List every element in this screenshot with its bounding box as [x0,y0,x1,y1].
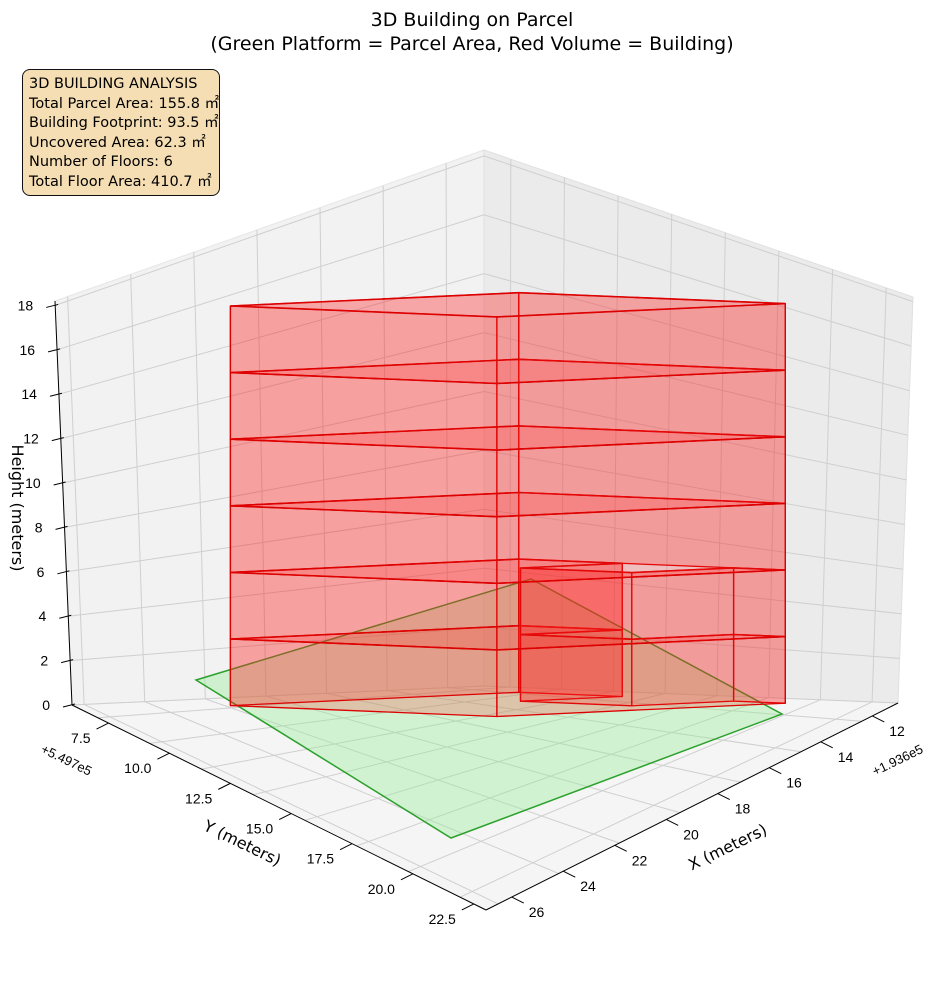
z-tick-label: 10 [25,475,41,491]
z-tick [55,525,68,530]
x-tick-label: 20 [683,826,699,842]
x-gridline [408,269,834,873]
y-tick-label: 15.0 [246,821,273,837]
x-tick-label: 18 [735,801,751,817]
z-tick [62,703,76,708]
z-tick-label: 16 [19,342,35,358]
y-gridline [130,274,559,874]
z-tick-label: 4 [38,608,46,624]
z-tick [46,303,59,308]
x-gridline [459,287,887,898]
y-gridline [319,207,741,783]
y-tick [461,903,475,911]
x-tick-label: 26 [529,904,545,920]
info-building-footprint: Building Footprint: 93.5 ㎡ [29,115,219,131]
z-tick-label: 8 [35,519,43,535]
z-tick [51,437,64,442]
info-uncovered-area: Uncovered Area: 62.3 ㎡ [29,134,206,151]
z-tick-label: 0 [42,697,50,713]
z-tick-label: 12 [23,431,39,447]
y-tick [400,873,414,881]
x-tick [563,870,576,878]
y-tick-label: 10.0 [124,760,151,776]
z-gridline [71,685,899,706]
z-gridline [55,155,913,306]
info-header: 3D BUILDING ANALYSIS [29,76,198,92]
y-gridline [256,229,681,814]
y-offset-label: +5.497e5 [39,741,95,778]
x-tick-label: 12 [889,723,905,739]
building-layer [229,291,786,718]
z-gridline [68,567,902,617]
x-tick-label: 24 [580,878,596,894]
z-tick-label: 2 [40,653,48,669]
y-gridline [67,296,499,905]
x-tick-label: 22 [632,852,648,868]
x-tick [872,715,885,723]
z-tick [53,481,66,486]
z-tick [59,614,72,619]
info-parcel-area: Total Parcel Area: 155.8 ㎡ [29,95,220,112]
y-tick-label: 12.5 [185,790,212,806]
z-tick-label: 18 [18,297,34,313]
x-gridline [149,177,565,744]
z-gridline [64,449,905,528]
z-tick-label: 6 [37,564,45,580]
chart-subtitle: (Green Platform = Parcel Area, Red Volum… [210,33,733,55]
gridlines [55,155,913,905]
y-tick-label: 7.5 [71,730,91,746]
z-gridline [66,508,903,573]
z-axis-label: Height (meters) [8,445,27,572]
x-axis-line [485,702,899,911]
y-tick-label: 22.5 [429,911,456,927]
chart-title: 3D Building on Parcel [371,9,574,31]
y-tick-label: 17.5 [307,851,334,867]
x-tick [511,896,524,904]
x-gridline [252,214,673,796]
z-tick [57,570,70,575]
axes: 0246810121416187.510.012.515.017.520.022… [18,297,905,927]
x-tick-label: 16 [786,775,802,791]
y-tick [218,782,231,790]
x-gridline [97,159,512,719]
y-gridline [382,185,802,753]
x-tick [614,844,627,852]
floor-6-top [230,291,786,318]
info-total-floor-area: Total Floor Area: 410.7 ㎡ [29,173,212,190]
y-tick-label: 20.0 [368,881,395,897]
z-tick [61,659,74,664]
y-tick [339,843,353,851]
x-tick [666,818,679,826]
analysis-info-box: 3D BUILDING ANALYSIS Total Parcel Area: … [22,69,220,196]
z-axis-line [54,300,73,706]
y-gridline [193,252,620,844]
x-offset-label: +1.936e5 [870,741,926,778]
y-tick [278,813,292,820]
y-gridline [445,163,862,722]
x-gridline [304,232,726,821]
z-tick-label: 14 [21,386,37,402]
x-tick-label: 14 [838,749,854,765]
y-tick [157,752,170,760]
x-tick [717,793,730,801]
z-gridline [58,273,910,395]
x-gridline [201,195,619,770]
x-gridline [356,251,780,847]
y-axis-line [71,704,487,911]
x-tick [820,741,833,749]
x-tick [769,767,782,775]
info-floors: Number of Floors: 6 [29,154,173,170]
z-gridline [62,390,907,484]
y-tick [96,722,109,730]
z-tick [49,392,63,397]
z-gridline [60,332,909,440]
z-tick [47,348,61,353]
